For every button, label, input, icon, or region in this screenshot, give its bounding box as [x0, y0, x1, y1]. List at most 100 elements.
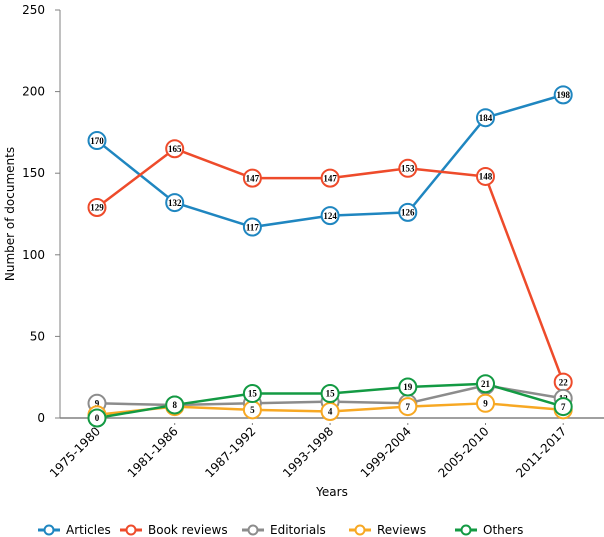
x-tick-label: 1981-1986	[125, 424, 181, 480]
data-label: 8	[172, 400, 177, 410]
point-marker	[320, 168, 340, 188]
data-label: 198	[556, 90, 570, 100]
data-point-articles: 117	[242, 217, 262, 237]
data-label: 147	[246, 173, 260, 183]
legend-marker-icon	[247, 524, 259, 536]
legend-marker-icon	[125, 524, 137, 536]
data-point-articles: 126	[398, 202, 418, 222]
y-axis-title: Number of documents	[3, 147, 17, 281]
point-marker	[398, 202, 418, 222]
data-label: 147	[323, 173, 337, 183]
data-label: 170	[90, 136, 104, 146]
data-point-book-reviews: 129	[87, 197, 107, 217]
data-point-others: 19	[398, 377, 418, 397]
data-label: 15	[248, 389, 258, 399]
data-label: 22	[559, 377, 569, 387]
point-marker	[165, 139, 185, 159]
point-marker	[553, 85, 573, 105]
data-point-others: 0	[87, 408, 107, 428]
data-label: 165	[168, 144, 182, 154]
legend-label: Reviews	[377, 523, 426, 537]
point-marker	[242, 168, 262, 188]
point-marker	[87, 131, 107, 151]
data-label: 7	[406, 402, 411, 412]
data-point-book-reviews: 148	[476, 166, 495, 186]
y-tick-label: 150	[22, 166, 45, 180]
point-marker	[398, 397, 418, 417]
data-label: 153	[401, 164, 415, 174]
data-point-articles: 132	[165, 193, 185, 213]
data-label: 184	[479, 113, 493, 123]
data-label: 148	[479, 172, 493, 182]
legend-marker-icon	[460, 524, 472, 536]
x-tick-label: 1999-2004	[358, 424, 414, 480]
data-point-book-reviews: 147	[320, 168, 340, 188]
y-tick-label: 50	[30, 329, 45, 343]
data-point-book-reviews: 165	[165, 139, 185, 159]
x-tick-label: 1993-1998	[280, 424, 336, 480]
data-label: 9	[95, 399, 100, 409]
data-point-reviews: 5	[242, 400, 262, 420]
point-marker	[87, 197, 107, 217]
data-label: 5	[250, 405, 255, 415]
point-marker	[476, 108, 495, 128]
y-ticks: 0 50 100 150 200 250	[22, 3, 60, 425]
legend-label: Book reviews	[148, 523, 228, 537]
data-label: 15	[326, 389, 336, 399]
data-point-others: 15	[320, 384, 340, 404]
data-point-articles: 198	[553, 85, 573, 105]
data-point-others: 15	[242, 384, 262, 404]
point-marker	[476, 166, 495, 186]
point-marker	[398, 377, 418, 397]
point-marker	[398, 158, 418, 178]
data-point-book-reviews: 153	[398, 158, 418, 178]
data-point-reviews: 7	[398, 397, 418, 417]
x-axis-title: Years	[315, 485, 348, 499]
point-marker	[165, 395, 185, 415]
x-tick-label: 1975-1980	[47, 424, 103, 480]
point-marker	[320, 206, 340, 226]
data-label: 126	[401, 208, 415, 218]
legend-item-articles: Articles	[38, 523, 111, 537]
data-point-articles: 184	[476, 108, 495, 128]
legend-item-others: Others	[455, 523, 523, 537]
legend-item-editorials: Editorials	[242, 523, 326, 537]
data-point-others: 8	[165, 395, 185, 415]
data-point-others: 7	[553, 397, 573, 417]
x-ticks: 1975-1980 1981-1986 1987-1992 1993-1998 1999…	[47, 423, 569, 480]
legend-marker-icon	[354, 524, 366, 536]
y-tick-label: 0	[37, 411, 45, 425]
legend-item-book-reviews: Book reviews	[120, 523, 228, 537]
data-label: 124	[323, 211, 337, 221]
legend: Articles Book reviews Editorials Reviews Oth…	[38, 523, 523, 537]
data-label: 21	[481, 379, 491, 389]
y-tick-label: 250	[22, 3, 45, 17]
data-label: 9	[483, 399, 488, 409]
point-marker	[242, 384, 262, 404]
data-label: 117	[246, 222, 260, 232]
legend-item-reviews: Reviews	[349, 523, 426, 537]
data-point-articles: 170	[87, 131, 107, 151]
point-marker	[476, 393, 495, 413]
point-marker	[320, 384, 340, 404]
legend-marker-icon	[43, 524, 55, 536]
x-tick-label: 2005-2010	[435, 424, 491, 480]
data-label: 129	[90, 203, 104, 213]
data-point-articles: 124	[320, 206, 340, 226]
point-marker	[87, 408, 107, 428]
data-point-book-reviews: 22	[553, 372, 573, 392]
point-marker	[476, 374, 495, 394]
y-tick-label: 100	[22, 248, 45, 262]
point-marker	[553, 397, 573, 417]
x-tick-label: 2011-2017	[513, 424, 569, 480]
x-tick-label: 1987-1992	[202, 424, 258, 480]
point-marker	[165, 193, 185, 213]
point-marker	[242, 217, 262, 237]
data-point-reviews: 9	[476, 393, 495, 413]
data-label: 132	[168, 198, 182, 208]
legend-label: Editorials	[270, 523, 326, 537]
y-tick-label: 200	[22, 85, 45, 99]
data-point-reviews: 4	[320, 401, 340, 421]
data-label: 19	[403, 382, 413, 392]
